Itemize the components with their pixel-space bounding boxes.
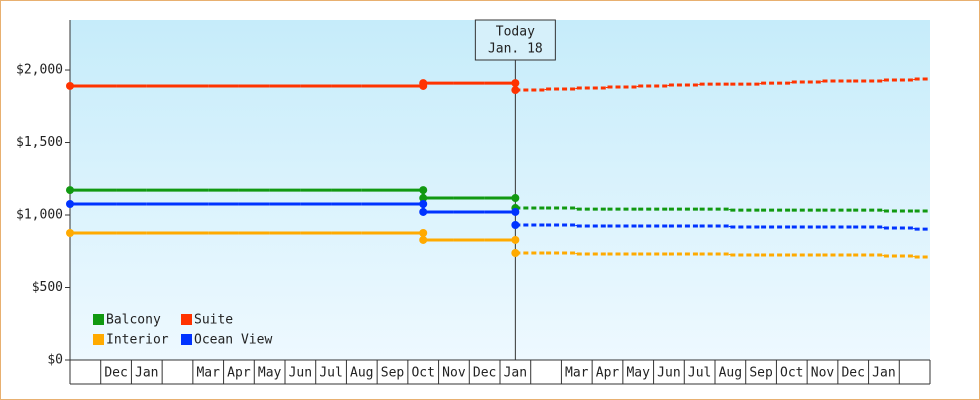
- x-tick-label: Sep: [749, 366, 773, 381]
- x-tick-label: Nov: [811, 366, 835, 381]
- y-tick-label: $1,500: [16, 135, 63, 150]
- point: [419, 194, 428, 203]
- point: [419, 235, 428, 244]
- x-tick-label: May: [626, 366, 650, 381]
- x-tick-label: Jun: [657, 366, 680, 381]
- y-tick-label: $500: [32, 280, 63, 295]
- x-tick-label: Apr: [596, 366, 620, 381]
- point: [511, 207, 520, 216]
- legend-label: Interior: [106, 333, 169, 348]
- point: [511, 248, 520, 257]
- x-tick-label: Aug: [719, 366, 742, 381]
- legend-label: Suite: [194, 313, 233, 328]
- point: [511, 235, 520, 244]
- x-tick-label: Oct: [411, 366, 434, 381]
- legend-swatch: [181, 314, 192, 325]
- point: [511, 221, 520, 230]
- x-tick-label: Jul: [688, 366, 711, 381]
- x-tick-label: Mar: [565, 366, 589, 381]
- point: [66, 199, 74, 208]
- x-tick-label: Sep: [381, 366, 405, 381]
- x-tick-label: Apr: [227, 366, 251, 381]
- x-tick-label: Nov: [442, 366, 466, 381]
- legend-swatch: [93, 314, 104, 325]
- legend-swatch: [181, 334, 192, 345]
- point: [419, 207, 428, 216]
- x-tick-label: May: [258, 366, 282, 381]
- legend-label: Balcony: [106, 313, 161, 328]
- point: [419, 228, 428, 237]
- x-tick-label: Mar: [196, 366, 220, 381]
- x-tick-label: Dec: [473, 366, 496, 381]
- point: [511, 86, 520, 95]
- x-tick-label: Jan: [135, 366, 158, 381]
- point: [419, 79, 428, 88]
- x-tick-label: Dec: [104, 366, 127, 381]
- point: [66, 81, 74, 90]
- point: [511, 79, 520, 88]
- point: [66, 186, 74, 195]
- legend-swatch: [93, 334, 104, 345]
- x-tick-label: Aug: [350, 366, 373, 381]
- x-tick-label: Jan: [504, 366, 527, 381]
- x-tick-label: Jul: [319, 366, 342, 381]
- x-tick-label: Dec: [841, 366, 864, 381]
- today-box: [474, 19, 556, 61]
- point: [66, 228, 74, 237]
- today-date: Jan. 18: [488, 42, 543, 57]
- y-tick-label: $0: [47, 353, 63, 368]
- today-title: Today: [496, 25, 535, 40]
- point: [511, 194, 520, 203]
- legend-label: Ocean View: [194, 333, 272, 348]
- y-tick-label: $2,000: [16, 63, 63, 78]
- point: [419, 199, 428, 208]
- point: [419, 186, 428, 195]
- x-tick-label: Jan: [872, 366, 895, 381]
- y-tick-label: $1,000: [16, 208, 63, 223]
- x-tick-label: Oct: [780, 366, 803, 381]
- x-tick-label: Jun: [289, 366, 312, 381]
